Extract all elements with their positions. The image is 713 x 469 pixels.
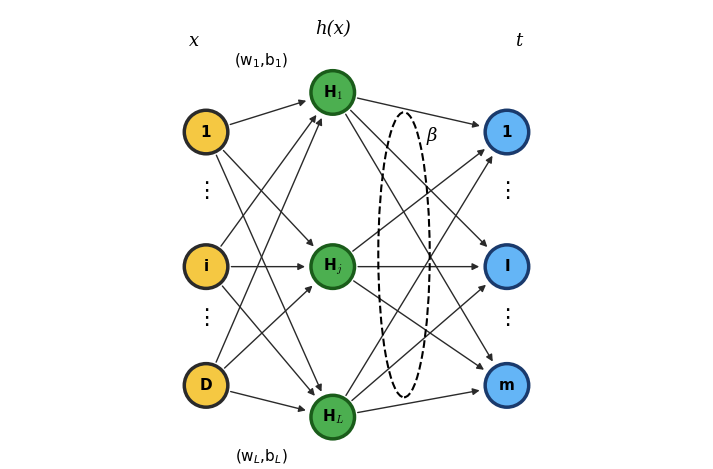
Circle shape — [485, 245, 529, 288]
Circle shape — [311, 245, 354, 288]
Circle shape — [184, 363, 228, 407]
Circle shape — [184, 110, 228, 154]
Text: ⋮: ⋮ — [195, 182, 217, 201]
Text: t: t — [515, 32, 523, 50]
Circle shape — [485, 363, 529, 407]
Text: m: m — [499, 378, 515, 393]
Text: (w$_L$,b$_L$): (w$_L$,b$_L$) — [235, 447, 288, 466]
Text: D: D — [200, 378, 212, 393]
Circle shape — [184, 245, 228, 288]
Text: H$_L$: H$_L$ — [322, 408, 344, 426]
Text: x: x — [189, 32, 199, 50]
Text: i: i — [203, 259, 209, 274]
Circle shape — [485, 110, 529, 154]
Text: H$_j$: H$_j$ — [323, 257, 342, 277]
Circle shape — [311, 395, 354, 439]
Text: β: β — [426, 127, 437, 145]
Text: 1: 1 — [201, 125, 211, 140]
Text: I: I — [504, 259, 510, 274]
Text: ⋮: ⋮ — [496, 182, 518, 201]
Circle shape — [311, 71, 354, 114]
Text: (w$_1$,b$_1$): (w$_1$,b$_1$) — [235, 52, 289, 70]
Text: ⋮: ⋮ — [496, 308, 518, 328]
Text: ⋮: ⋮ — [195, 308, 217, 328]
Text: H$_1$: H$_1$ — [323, 83, 343, 102]
Text: 1: 1 — [502, 125, 512, 140]
Text: h(x): h(x) — [315, 20, 351, 38]
